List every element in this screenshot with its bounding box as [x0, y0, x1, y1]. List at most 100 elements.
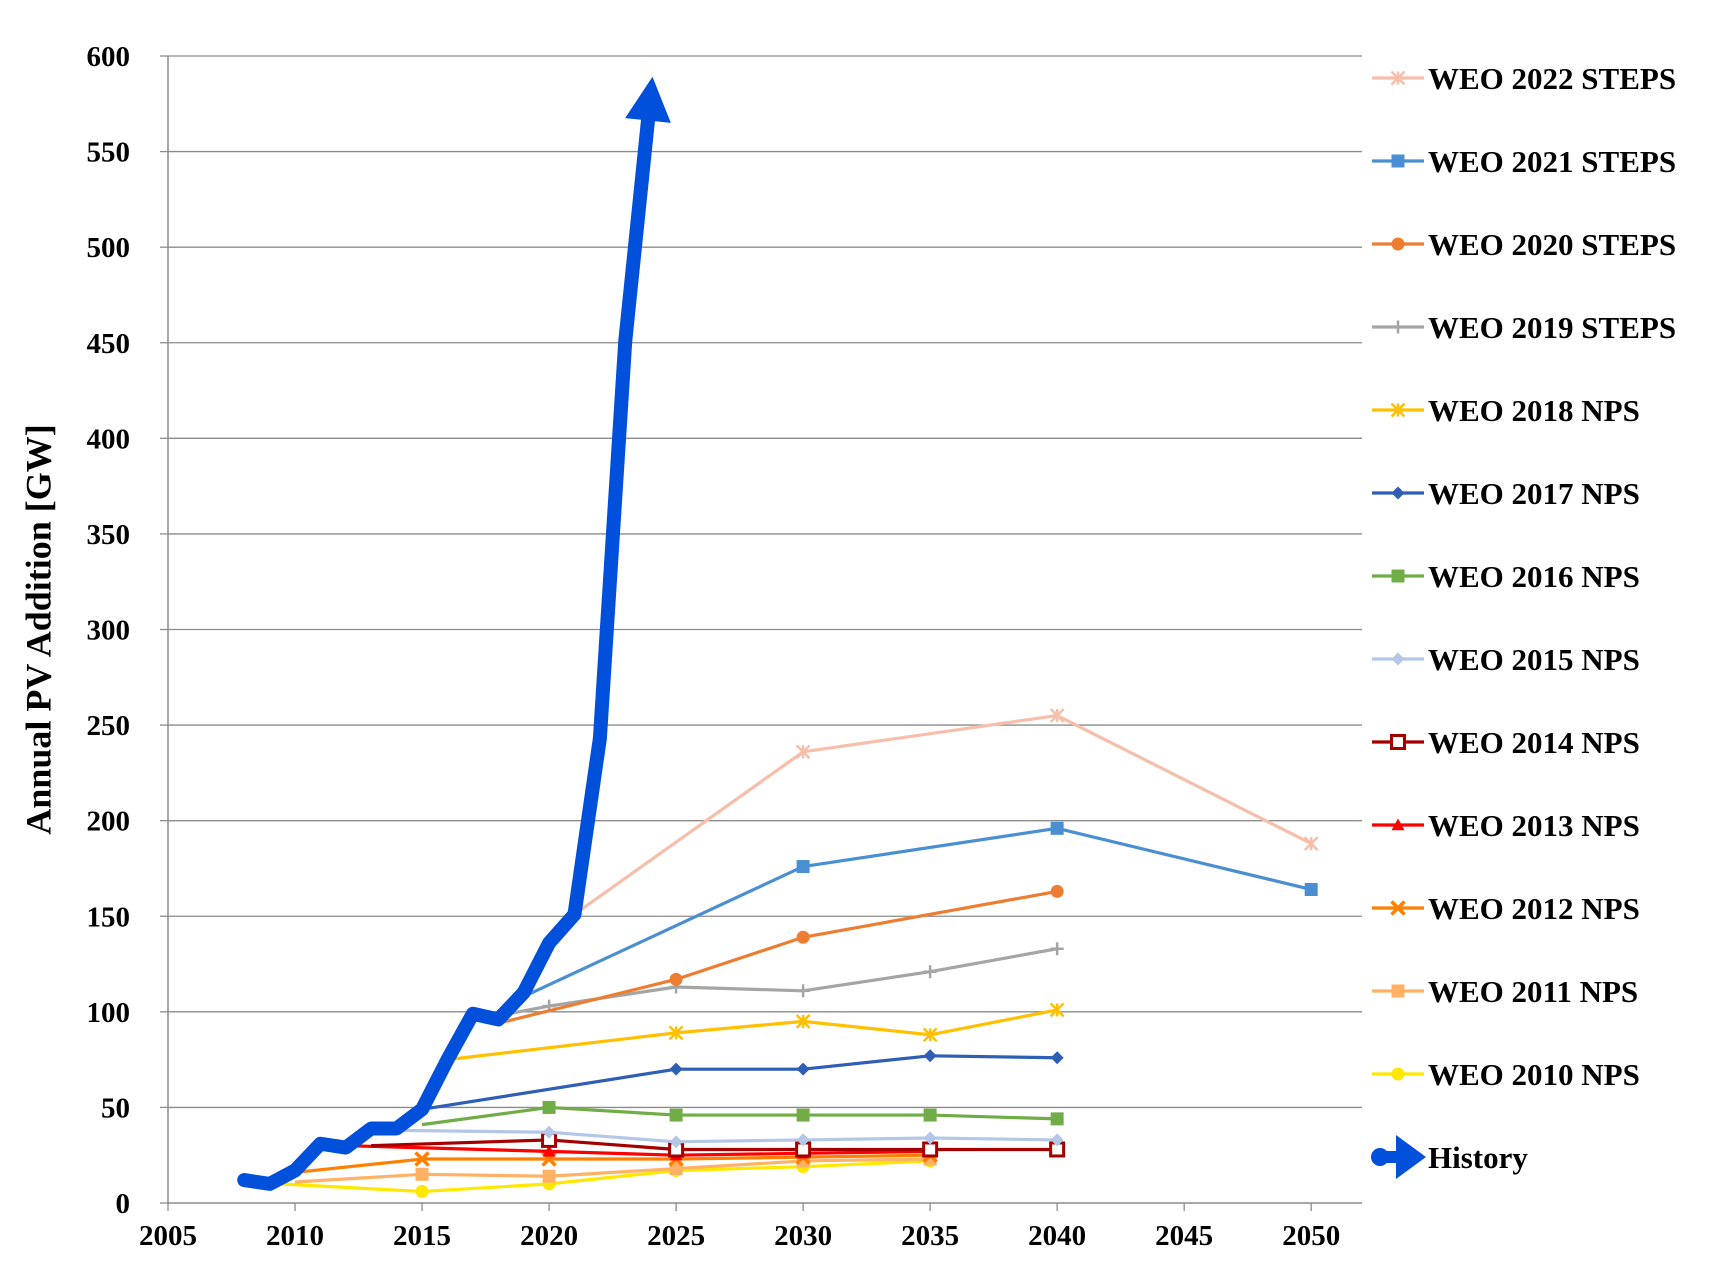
series-point-shape [669, 1108, 683, 1122]
series-point-shape [923, 1049, 937, 1063]
series-line [522, 826, 1312, 998]
series-weo-2016-nps [421, 1100, 1064, 1127]
legend-swatch-marker [1390, 402, 1406, 418]
x-tick-label: 2035 [901, 1220, 959, 1252]
series-point [796, 984, 810, 998]
series-point-shape [542, 1144, 556, 1157]
legend-item: WEO 2015 NPS [1372, 642, 1640, 677]
legend-swatch-marker [1391, 652, 1405, 666]
legend-item: WEO 2016 NPS [1372, 559, 1640, 594]
series-line [244, 1159, 931, 1194]
series-point [415, 1167, 429, 1181]
y-tick-label: 450 [87, 328, 131, 360]
series-point-shape [542, 1169, 556, 1183]
y-tick-label: 200 [87, 806, 131, 838]
legend-swatch-marker-shape [1391, 569, 1405, 583]
series-line [396, 1128, 1058, 1144]
series-point-shape [796, 1108, 810, 1122]
series-point [542, 1125, 556, 1139]
series-point [1050, 1051, 1064, 1065]
y-tick-label: 0 [116, 1188, 131, 1220]
legend-swatch-marker-shape [1391, 154, 1405, 168]
series-point-shape [415, 1167, 429, 1181]
legend-swatch-arrow [1396, 1135, 1426, 1179]
legend-label: WEO 2011 NPS [1428, 974, 1638, 1009]
legend-swatch-marker [1391, 818, 1405, 831]
y-tick-label: 300 [87, 615, 131, 647]
legend-swatch-marker-shape [1391, 1067, 1405, 1081]
legend-swatch-marker-shape [1391, 652, 1405, 666]
series-point-shape [922, 1141, 939, 1158]
series-point [1304, 882, 1318, 896]
series-point [1303, 836, 1319, 851]
legend-label: WEO 2019 STEPS [1428, 310, 1676, 345]
x-tick-label: 2045 [1155, 1220, 1213, 1252]
legend-item: WEO 2013 NPS [1372, 808, 1640, 843]
legend-swatch-marker-shape [1391, 237, 1405, 251]
series-point [1050, 821, 1064, 835]
x-tick-label: 2010 [266, 1220, 324, 1252]
legend-label: WEO 2013 NPS [1428, 808, 1640, 843]
series-point-shape [1050, 1051, 1064, 1065]
series-point [923, 1049, 937, 1063]
legend-item: WEO 2014 NPS [1372, 725, 1640, 760]
series-point-shape [923, 1131, 937, 1145]
legend-item: History [1371, 1135, 1528, 1179]
y-tick-label: 500 [87, 232, 131, 264]
legend-item: WEO 2017 NPS [1372, 476, 1640, 511]
series-point [669, 1108, 683, 1122]
legend-label: WEO 2012 NPS [1428, 891, 1640, 926]
legend-label: WEO 2018 NPS [1428, 393, 1640, 428]
series-point [542, 1100, 556, 1114]
series-point-shape [669, 1135, 683, 1149]
series-point [923, 1108, 937, 1122]
legend-swatch-marker-shape [1390, 734, 1406, 750]
legend-label: WEO 2021 STEPS [1428, 144, 1676, 179]
series-point [923, 1131, 937, 1145]
legend-swatch-marker [1390, 900, 1406, 916]
series-weo-2015-nps [396, 1125, 1064, 1149]
legend-swatch-marker-shape [1391, 818, 1405, 831]
series-point [922, 1027, 938, 1043]
x-tick-label: 2025 [647, 1220, 705, 1252]
legend-label: WEO 2016 NPS [1428, 559, 1640, 594]
legend-label: WEO 2015 NPS [1428, 642, 1640, 677]
series-weo-2022-steps [573, 708, 1319, 916]
series-line [497, 889, 1058, 1025]
series-line [497, 947, 1058, 1018]
y-tick-label: 550 [87, 137, 131, 169]
y-tick-label: 150 [87, 901, 131, 933]
series-point [542, 1169, 556, 1183]
series-point-shape [1304, 882, 1318, 896]
series-weo-2020-steps [497, 884, 1064, 1025]
series-point [796, 1133, 810, 1147]
series-point [669, 972, 683, 986]
series-point-shape [1050, 821, 1064, 835]
series-point [1049, 708, 1065, 723]
series-weo-2021-steps [522, 821, 1318, 998]
series-point-d2 [414, 1151, 430, 1167]
gridlines [168, 55, 1362, 1109]
series-point [796, 930, 810, 944]
history-line [237, 113, 655, 1191]
series-line [371, 1138, 1058, 1152]
legend-swatch-marker [1390, 734, 1406, 750]
series-weo-2017-nps [421, 1049, 1064, 1111]
series-point-shape [1050, 1133, 1064, 1147]
series-point [669, 1135, 683, 1149]
series-point-shape [796, 930, 810, 944]
legend-item: WEO 2022 STEPS [1372, 61, 1676, 96]
series-layer [244, 708, 1319, 1199]
x-tick-label: 2015 [393, 1220, 451, 1252]
series-point-shape [542, 1100, 556, 1114]
legend-swatch-marker [1391, 237, 1405, 251]
y-axis-title: Annual PV Addition [GW] [18, 424, 58, 834]
y-tick-label: 100 [87, 997, 131, 1029]
series-line [573, 713, 1312, 916]
series-point [669, 1162, 683, 1176]
series-point [795, 744, 811, 760]
legend-label: History [1428, 1140, 1528, 1175]
series-point-shape [542, 1125, 556, 1139]
